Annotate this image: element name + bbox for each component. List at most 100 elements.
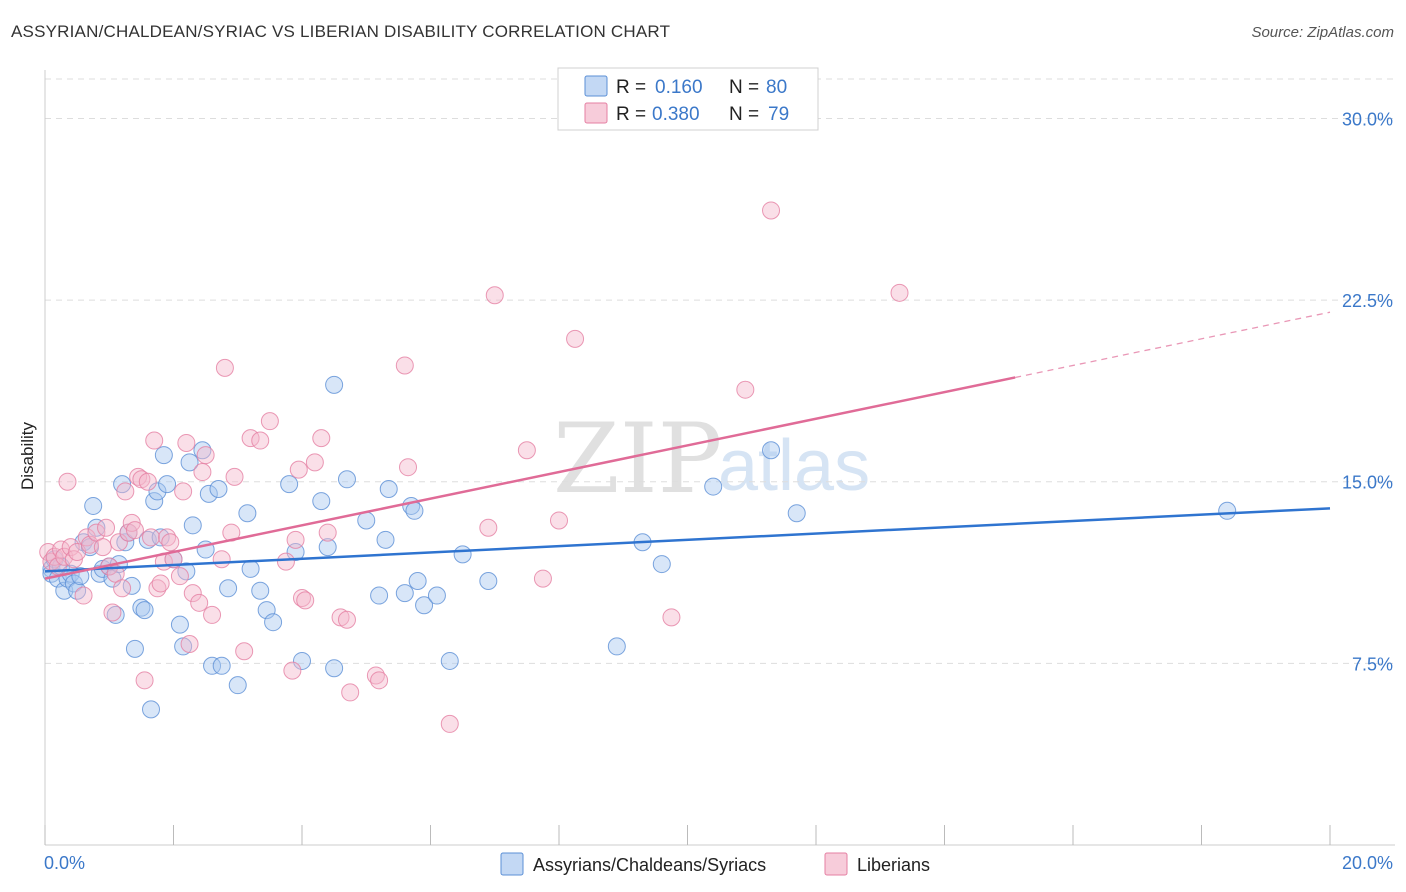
blue-point-73 — [453, 545, 472, 564]
blue-point-78 — [704, 477, 723, 496]
blue-point-68 — [405, 501, 424, 520]
pink-point-71 — [479, 518, 498, 537]
series-legend-swatch-pink — [824, 852, 848, 876]
blue-point-30 — [145, 492, 164, 511]
pink-point-58 — [293, 588, 311, 607]
pink-point-75 — [550, 511, 568, 530]
pink-point-67 — [370, 671, 389, 690]
blue-point-77 — [652, 555, 671, 574]
pink-point-59 — [296, 591, 315, 610]
blue-point-48 — [228, 676, 247, 695]
source-label: Source: ZipAtlas.com — [1251, 24, 1394, 41]
blue-point-49 — [238, 504, 257, 523]
blue-point-47 — [219, 579, 238, 598]
blue-point-31 — [148, 482, 167, 501]
pink-point-57 — [289, 460, 308, 479]
trend-line-blue — [44, 507, 1331, 573]
legend-swatch-blue — [584, 75, 608, 97]
axes — [44, 70, 1395, 846]
y-tick-label-1: 15.0% — [1342, 473, 1393, 493]
blue-point-44 — [203, 656, 222, 675]
blue-point-46 — [212, 656, 231, 675]
series-legend: Assyrians/Chaldeans/Syriacs Liberians — [500, 852, 930, 876]
trend-line-pink — [44, 376, 1016, 580]
pink-point-73 — [517, 441, 536, 460]
blue-point-62 — [357, 511, 376, 530]
pink-point-76 — [566, 329, 585, 348]
pink-point-29 — [142, 528, 161, 547]
legend-n-value-1: 80 — [766, 77, 787, 98]
pink-point-14 — [93, 538, 112, 557]
pink-point-61 — [312, 429, 331, 448]
pink-point-6 — [58, 472, 77, 491]
pink-point-70 — [440, 714, 459, 733]
y-tick-label-0: 7.5% — [1352, 654, 1393, 674]
x-tick-labels: 0.0% 20.0% — [44, 853, 1393, 873]
pink-point-24 — [125, 521, 144, 540]
pink-point-49 — [225, 467, 244, 486]
legend-n-label-2: N = — [729, 104, 759, 125]
blue-point-65 — [379, 479, 398, 498]
pink-point-62 — [318, 523, 337, 542]
pink-point-56 — [286, 530, 305, 549]
pink-point-10 — [74, 586, 93, 605]
pink-point-79 — [762, 201, 781, 220]
blue-point-70 — [415, 596, 434, 615]
pink-point-60 — [305, 453, 324, 472]
blue-point-22 — [116, 533, 135, 552]
blue-point-5 — [55, 581, 74, 600]
blue-point-72 — [440, 651, 459, 670]
pink-point-28 — [138, 472, 157, 491]
x-ticks — [44, 825, 1331, 845]
blue-point-60 — [325, 659, 344, 678]
legend-n-value-2: 79 — [768, 104, 789, 125]
y-tick-labels: 7.5% 15.0% 22.5% 30.0% — [1342, 109, 1393, 674]
pink-point-39 — [177, 433, 196, 452]
blue-point-32 — [151, 528, 170, 547]
y-axis-title: Disability — [18, 421, 37, 490]
pink-point-80 — [890, 283, 909, 302]
pink-point-20 — [113, 579, 132, 598]
pink-point-47 — [215, 358, 234, 377]
pink-point-15 — [97, 518, 116, 537]
blue-point-61 — [337, 470, 356, 489]
pink-point-46 — [212, 550, 231, 569]
pink-point-2 — [45, 547, 64, 566]
blue-point-54 — [280, 475, 299, 494]
blue-point-75 — [607, 637, 626, 656]
blue-point-13 — [84, 496, 103, 515]
series-assyrians-points — [42, 375, 1237, 719]
blue-point-45 — [209, 479, 228, 498]
pink-point-42 — [190, 593, 209, 612]
blue-point-63 — [370, 586, 389, 605]
blue-point-19 — [106, 605, 125, 624]
pink-point-27 — [135, 671, 154, 690]
pink-point-34 — [158, 528, 177, 547]
pink-point-69 — [399, 458, 418, 477]
blue-point-39 — [180, 453, 199, 472]
blue-point-58 — [318, 538, 337, 557]
blue-point-33 — [154, 446, 173, 465]
blue-point-51 — [251, 581, 270, 600]
pink-point-68 — [395, 356, 414, 375]
blue-point-57 — [312, 492, 331, 511]
blue-point-41 — [193, 441, 212, 460]
pink-point-38 — [174, 482, 193, 501]
pink-point-64 — [337, 610, 356, 629]
legend-r-value-2: 0.380 — [652, 104, 700, 125]
chart-title: ASSYRIAN/CHALDEAN/SYRIAC VS LIBERIAN DIS… — [11, 22, 671, 41]
legend-n-label-1: N = — [729, 77, 759, 98]
watermark-zip: ZIP — [553, 403, 722, 515]
pink-point-44 — [196, 446, 215, 465]
legend-r-label-2: R = — [616, 104, 646, 125]
watermark-atlas: atlas — [718, 426, 870, 506]
pink-point-40 — [180, 634, 199, 653]
series-legend-label-2: Liberians — [857, 855, 930, 875]
pink-point-78 — [736, 380, 755, 399]
pink-point-66 — [366, 666, 385, 685]
pink-point-31 — [148, 579, 167, 598]
blue-point-79 — [762, 441, 781, 460]
pink-point-54 — [276, 552, 295, 571]
x-tick-label-start: 0.0% — [44, 853, 85, 873]
pink-point-65 — [341, 683, 360, 702]
